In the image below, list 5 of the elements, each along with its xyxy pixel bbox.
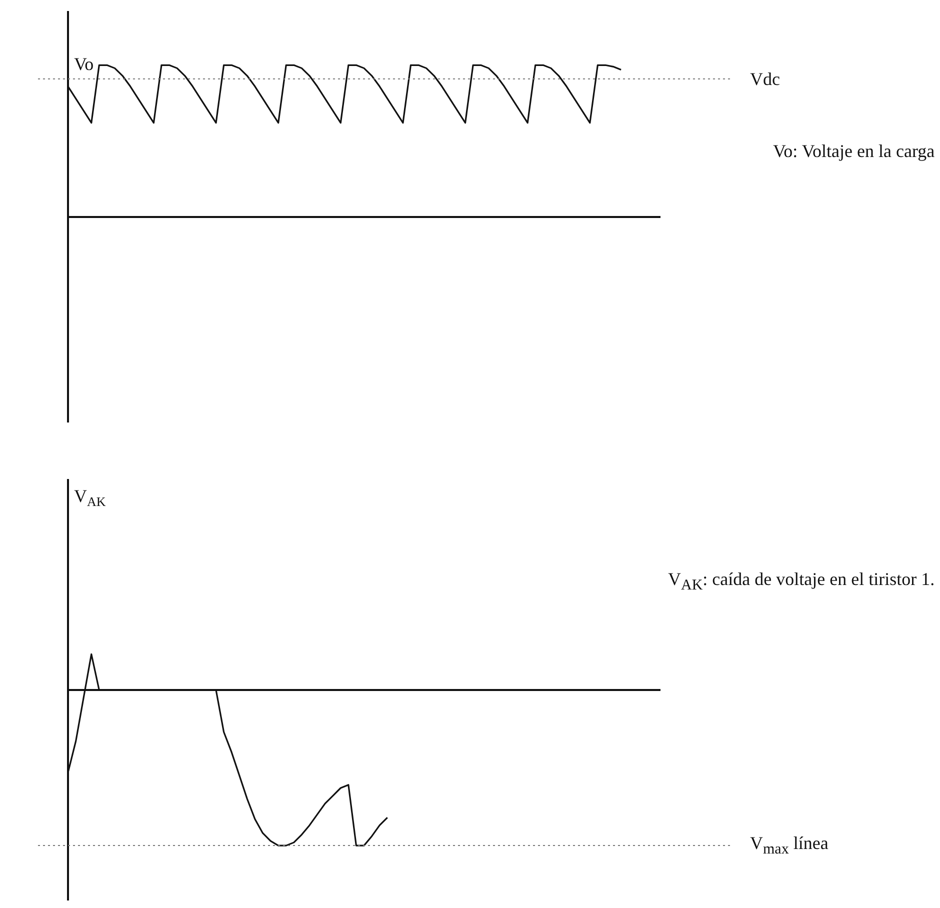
ref-line-label: Vdc xyxy=(750,68,780,89)
text: Vo: Voltaje en la carga xyxy=(773,141,935,161)
text: V$_{AK}$: caída de voltaje en el tiristor 1. xyxy=(668,569,935,594)
y-axis-title: Vo xyxy=(74,54,94,74)
ref-line-label: V$_{max}$ línea xyxy=(750,832,828,858)
